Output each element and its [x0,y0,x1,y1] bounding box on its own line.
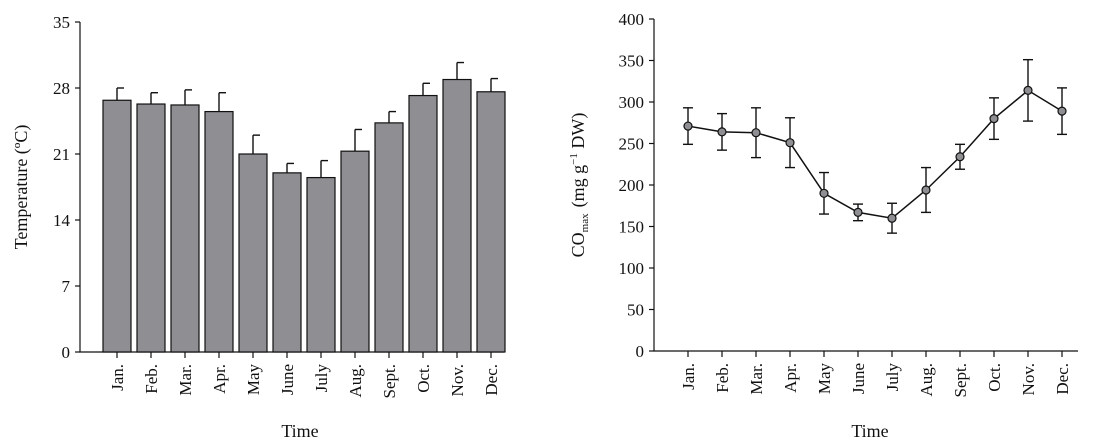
x-tick-label: Nov. [448,364,467,396]
x-tick-label: Jan. [108,364,127,391]
data-point [853,207,863,217]
x-tick-label: Nov. [1019,363,1038,395]
x-tick-label: Sept. [380,364,399,398]
x-tick-label: Feb. [142,364,161,394]
y-tick-label: 400 [619,10,645,29]
data-point [1057,106,1067,116]
data-point [683,121,693,131]
chart2-y-axis-label: COmax(mg g−1 DW) [568,113,591,258]
chart2-x-axis-label: Time [851,421,888,441]
x-tick-label: Oct. [985,363,1004,392]
x-tick-label: May [244,364,263,396]
chart1-x-axis-label: Time [281,421,318,441]
y-tick-label: 28 [53,79,70,98]
x-tick-label: Apr. [781,363,800,393]
x-tick-label: Aug. [346,364,365,398]
x-tick-label: Feb. [713,363,732,393]
y-tick-label: 100 [619,259,645,278]
x-tick-label: May [815,363,834,395]
bar [306,176,336,353]
bar [102,99,132,353]
data-point [887,213,897,223]
data-point [955,152,965,162]
chart1-bars [102,61,506,353]
bar [204,110,234,353]
x-tick-label: Sept. [951,363,970,397]
y-tick-label: 150 [619,218,645,237]
x-tick-label: June [278,364,297,395]
y-tick-label: 14 [53,211,71,230]
x-tick-label: Oct. [414,364,433,393]
data-point [717,127,727,137]
y-tick-label: 7 [62,277,71,296]
y-tick-label: 350 [619,52,645,71]
series-line [687,89,1063,219]
y-tick-label: 0 [636,342,645,361]
y-tick-label: 300 [619,93,645,112]
data-point [751,128,761,138]
x-tick-label: Dec. [482,364,501,396]
x-tick-label: Apr. [210,364,229,394]
y-tick-label: 0 [62,343,71,362]
x-tick-label: July [883,363,902,392]
chart1-y-ticks: 0 7 14 21 28 35 [53,13,80,362]
x-tick-label: Aug. [917,363,936,397]
x-tick-label: Dec. [1053,363,1072,395]
bar [374,122,404,353]
y-tick-label: 250 [619,135,645,154]
y-tick-label: 50 [627,301,644,320]
x-tick-label: Mar. [747,363,766,395]
co-max-line-chart: 0 50 100 150 200 250 300 350 400 Jan. Feb. Mar. Apr… [568,10,1078,441]
bar [136,103,166,353]
data-point [819,188,829,198]
x-tick-label: July [312,364,331,393]
chart1-y-axis-label: Temperature (ºC) [11,125,32,250]
y-tick-label: 21 [53,145,70,164]
data-point [921,185,931,195]
bar [272,172,302,353]
bar [238,153,268,353]
temperature-bar-chart: 0 7 14 21 28 35 Jan. Feb. Mar. Apr. May June July Au… [11,13,506,441]
chart1-x-ticks: Jan. Feb. Mar. Apr. May June July Aug. Sept. Oct.… [108,352,501,398]
bar [476,91,506,353]
chart2-x-ticks: Jan. Feb. Mar. Apr. May June July Aug. Sept. Oct.… [679,351,1072,397]
x-tick-label: Jan. [679,363,698,390]
y-tick-label: 35 [53,13,70,32]
bar [340,150,370,353]
bar [170,104,200,353]
bar [442,78,472,353]
bar [408,94,438,353]
chart2-y-ticks: 0 50 100 150 200 250 300 350 400 [619,10,654,361]
chart2-axes [653,19,1078,352]
x-tick-label: June [849,363,868,394]
data-point [785,138,795,148]
data-point [989,113,999,124]
x-tick-label: Mar. [176,364,195,396]
chart2-series [683,58,1067,234]
data-point [1023,85,1033,95]
y-tick-label: 200 [619,176,645,195]
